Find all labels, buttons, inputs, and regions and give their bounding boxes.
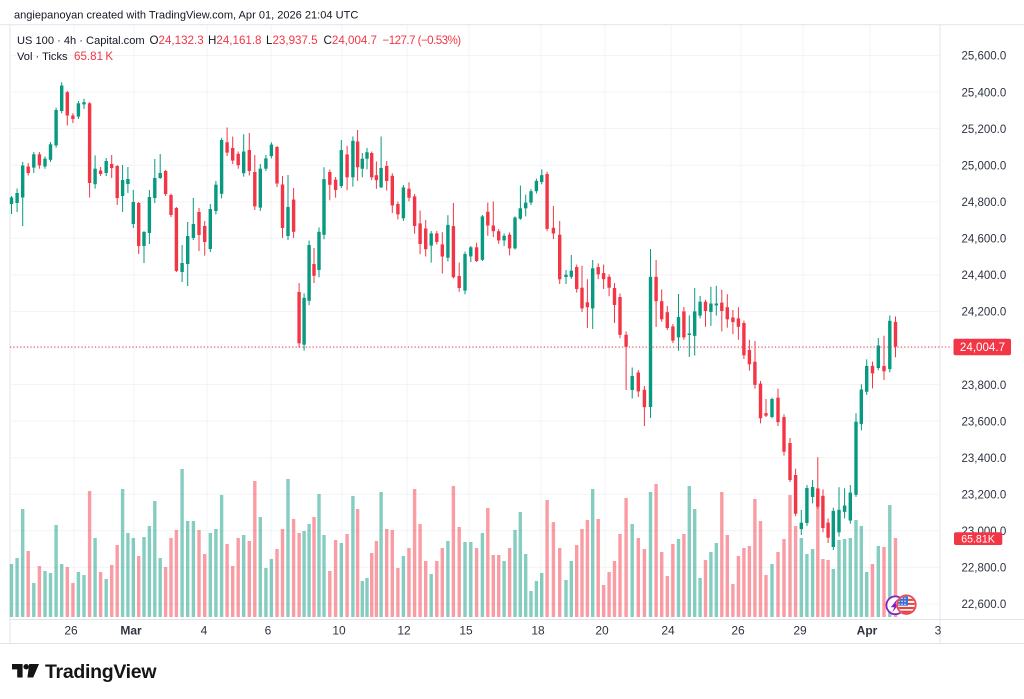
svg-text:10: 10 [332,624,346,638]
svg-text:12: 12 [397,624,411,638]
svg-text:angiepanoyan created with Trad: angiepanoyan created with TradingView.co… [14,10,358,22]
svg-text:65.81K: 65.81K [961,533,995,545]
svg-text:4: 4 [201,624,208,638]
svg-text:23,600.0: 23,600.0 [962,416,1007,428]
svg-text:23,200.0: 23,200.0 [962,489,1007,501]
svg-text:23,800.0: 23,800.0 [962,380,1007,392]
svg-text:25,200.0: 25,200.0 [962,124,1007,136]
svg-text:29: 29 [793,624,807,638]
svg-text:25,600.0: 25,600.0 [962,51,1007,63]
svg-text:3: 3 [935,624,942,638]
svg-text:Apr: Apr [857,624,878,638]
svg-text:22,800.0: 22,800.0 [962,563,1007,575]
svg-text:24,800.0: 24,800.0 [962,197,1007,209]
svg-text:18: 18 [531,624,545,638]
svg-text:25,400.0: 25,400.0 [962,87,1007,99]
svg-text:Mar: Mar [120,624,142,638]
svg-text:26: 26 [64,624,78,638]
svg-text:23,400.0: 23,400.0 [962,453,1007,465]
svg-text:20: 20 [595,624,609,638]
svg-text:24,600.0: 24,600.0 [962,234,1007,246]
svg-text:15: 15 [459,624,473,638]
svg-text:26: 26 [731,624,745,638]
svg-text:TradingView: TradingView [45,661,157,683]
svg-text:24,200.0: 24,200.0 [962,307,1007,319]
svg-text:22,600.0: 22,600.0 [962,599,1007,611]
svg-text:24,400.0: 24,400.0 [962,270,1007,282]
svg-text:25,000.0: 25,000.0 [962,160,1007,172]
svg-text:6: 6 [265,624,272,638]
svg-text:24,004.7: 24,004.7 [960,341,1005,354]
svg-text:24: 24 [661,624,675,638]
